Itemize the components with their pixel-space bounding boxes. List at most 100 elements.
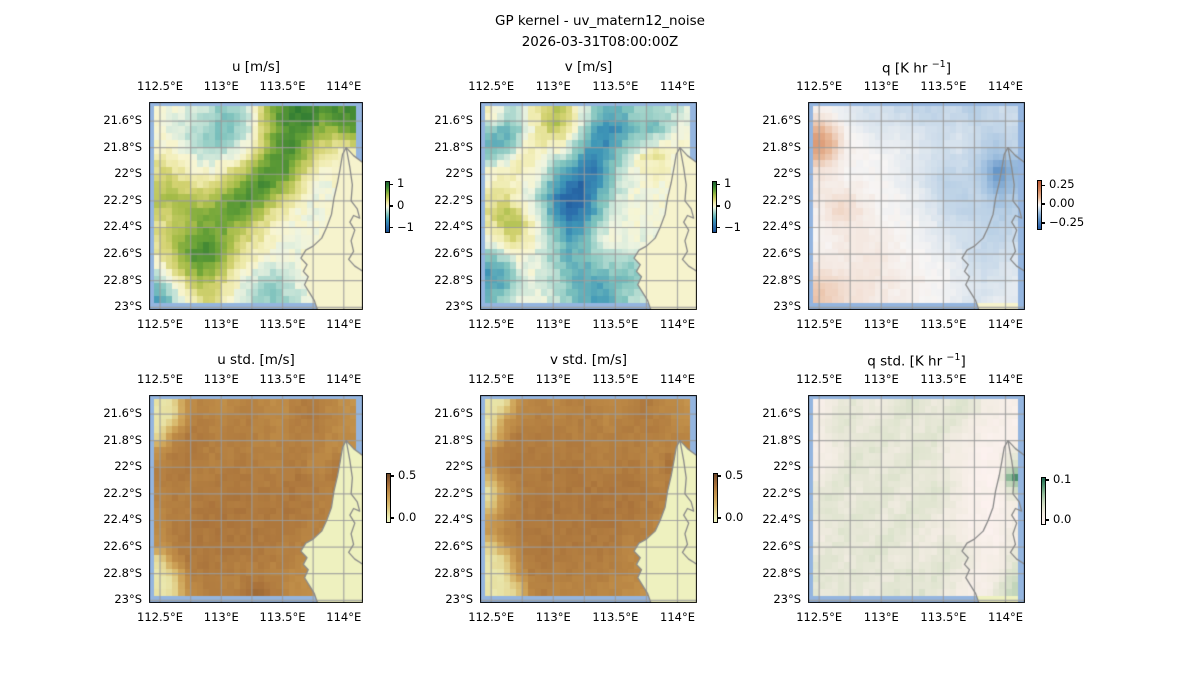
bottom-lon-tick-label: 113.5°E xyxy=(592,610,639,624)
colorbar-tick-label: 0.0 xyxy=(725,509,744,524)
bottom-lon-tick-label: 113°E xyxy=(863,610,899,624)
bottom-lon-tick-label: 112.5°E xyxy=(796,610,843,624)
lat-tick-label: 22°S xyxy=(114,166,142,181)
bottom-lon-tick-label: 113.5°E xyxy=(920,317,967,331)
lat-tick-label: 22.4°S xyxy=(762,219,801,234)
bottom-lon-tick-label: 114°E xyxy=(988,317,1023,331)
colorbar-tick xyxy=(1042,203,1045,205)
lat-tick-label: 22.2°S xyxy=(434,192,473,207)
colorbar-tick xyxy=(1042,184,1045,186)
lat-tick-label: 22.6°S xyxy=(434,246,473,261)
colorbar-tick-label: −0.25 xyxy=(1049,214,1085,229)
top-lon-tick-label: 113°E xyxy=(203,79,239,93)
lat-tick-label: 22.4°S xyxy=(762,512,801,527)
lat-tick-label: 21.6°S xyxy=(762,406,801,421)
lat-tick-label: 21.8°S xyxy=(762,432,801,447)
lat-tick-label: 23°S xyxy=(773,299,801,314)
panel-title-v_std: v std. [m/s] xyxy=(549,352,628,368)
colorbar-tick xyxy=(390,226,393,229)
colorbar-tick-label: 0.5 xyxy=(725,468,744,483)
map-canvas-v_std xyxy=(480,395,697,603)
lat-tick-label: 21.8°S xyxy=(103,139,142,154)
top-lon-tick-label: 112.5°E xyxy=(468,372,515,386)
colorbar-tick xyxy=(391,475,394,477)
lat-tick-label: 22.6°S xyxy=(762,539,801,554)
bottom-lon-tick-label: 112.5°E xyxy=(468,317,515,331)
top-lon-tick-label: 113°E xyxy=(203,372,239,386)
lat-tick-label: 21.8°S xyxy=(762,139,801,154)
colorbar-tick-label: 1 xyxy=(397,176,405,191)
colorbar-tick xyxy=(390,205,393,207)
bottom-lon-tick-label: 113°E xyxy=(535,610,571,624)
colorbar-tick-label: −1 xyxy=(724,219,741,234)
colorbar-q xyxy=(1037,180,1042,230)
colorbar-tick-label: 0.0 xyxy=(1053,512,1072,526)
top-lon-tick-label: 113.5°E xyxy=(920,79,967,93)
bottom-lon-tick-label: 112.5°E xyxy=(468,610,515,624)
colorbar-tick xyxy=(1046,479,1049,481)
bottom-lon-tick-label: 114°E xyxy=(326,317,362,331)
colorbar-tick xyxy=(717,205,720,207)
lat-tick-label: 21.8°S xyxy=(434,139,473,154)
colorbar-tick-label: 0 xyxy=(724,198,732,212)
lat-tick-label: 22.2°S xyxy=(103,192,142,207)
lat-tick-label: 23°S xyxy=(114,299,142,314)
lat-tick-label: 22.4°S xyxy=(434,512,473,527)
figure-suptitle: GP kernel - uv_matern12_noise 2026-03-31… xyxy=(0,11,1200,53)
colorbar-tick xyxy=(391,517,394,519)
lat-tick-label: 22.2°S xyxy=(434,485,473,500)
top-lon-tick-label: 114°E xyxy=(988,79,1023,93)
lat-tick-label: 21.6°S xyxy=(434,406,473,421)
lat-tick-label: 23°S xyxy=(445,592,473,607)
panel-title-v: v [m/s] xyxy=(564,59,613,75)
lat-tick-label: 22.8°S xyxy=(762,565,801,580)
map-canvas-u xyxy=(149,102,363,310)
colorbar-v_std xyxy=(713,473,718,523)
bottom-lon-tick-label: 114°E xyxy=(988,610,1023,624)
panel-title-u_std: u std. [m/s] xyxy=(217,352,295,368)
map-canvas-u_std xyxy=(149,395,363,603)
colorbar-tick-label: 0.25 xyxy=(1049,177,1075,192)
lat-tick-label: 21.8°S xyxy=(434,432,473,447)
bottom-lon-tick-label: 113°E xyxy=(203,317,239,331)
colorbar-tick-label: 0.00 xyxy=(1049,196,1075,210)
colorbar-tick-label: 0.5 xyxy=(398,468,417,483)
lat-tick-label: 22.8°S xyxy=(762,272,801,287)
lat-tick-label: 22.2°S xyxy=(103,485,142,500)
top-lon-tick-label: 113.5°E xyxy=(920,372,967,386)
colorbar-tick xyxy=(718,475,721,477)
bottom-lon-tick-label: 113.5°E xyxy=(592,317,639,331)
top-lon-tick-label: 114°E xyxy=(988,372,1023,386)
lat-tick-label: 22.6°S xyxy=(434,539,473,554)
top-lon-tick-label: 113.5°E xyxy=(592,79,639,93)
panel-title-u: u [m/s] xyxy=(231,59,281,75)
colorbar-tick xyxy=(717,183,720,185)
suptitle-line-2: 2026-03-31T08:00:00Z xyxy=(521,34,679,50)
colorbar-tick xyxy=(1046,519,1049,521)
top-lon-tick-label: 114°E xyxy=(326,79,362,93)
top-lon-tick-label: 113°E xyxy=(535,79,571,93)
top-lon-tick-label: 113.5°E xyxy=(592,372,639,386)
lat-tick-label: 22.4°S xyxy=(434,219,473,234)
panel-title-q: q [K hr −1] xyxy=(882,59,951,77)
colorbar-tick-label: 0.0 xyxy=(398,509,417,524)
lat-tick-label: 22.8°S xyxy=(434,272,473,287)
lat-tick-label: 21.8°S xyxy=(103,432,142,447)
top-lon-tick-label: 112.5°E xyxy=(468,79,515,93)
lat-tick-label: 22.6°S xyxy=(103,246,142,261)
top-lon-tick-label: 112.5°E xyxy=(137,79,183,93)
lat-tick-label: 22.8°S xyxy=(103,272,142,287)
top-lon-tick-label: 114°E xyxy=(326,372,362,386)
lat-tick-label: 22.6°S xyxy=(762,246,801,261)
colorbar-tick xyxy=(1042,222,1045,224)
top-lon-tick-label: 113°E xyxy=(863,372,899,386)
lat-tick-label: 22.8°S xyxy=(434,565,473,580)
map-canvas-q xyxy=(808,102,1025,310)
top-lon-tick-label: 113°E xyxy=(535,372,571,386)
colorbar-tick-label: 0.1 xyxy=(1053,472,1072,486)
colorbar-tick xyxy=(718,517,721,519)
top-lon-tick-label: 113°E xyxy=(863,79,899,93)
suptitle-line-1: GP kernel - uv_matern12_noise xyxy=(495,13,705,29)
bottom-lon-tick-label: 113°E xyxy=(203,610,239,624)
colorbar-tick xyxy=(390,183,393,185)
